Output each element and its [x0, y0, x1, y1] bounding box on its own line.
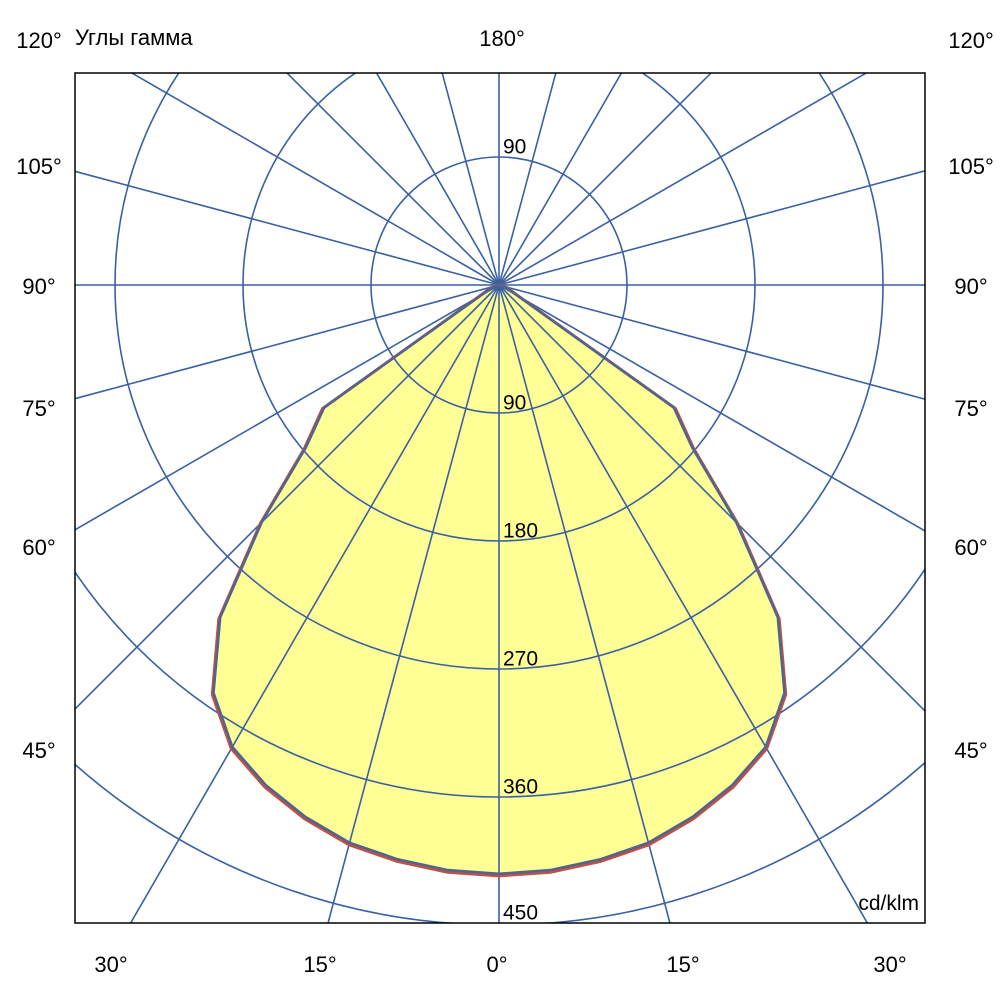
gamma-angle-label-top: 180°	[479, 26, 525, 51]
gamma-angle-label-left: 45°	[22, 738, 55, 763]
gamma-angle-label-bottom: 30°	[94, 952, 127, 977]
plot-border	[74, 72, 926, 924]
gamma-ray-line	[498, 284, 925, 713]
radial-tick-label: 450	[503, 902, 538, 925]
gamma-ray-line	[498, 73, 713, 286]
gamma-angle-label-bottom: 0°	[486, 952, 507, 977]
gamma-ray-line	[75, 284, 500, 711]
gamma-angle-label-right: 60°	[954, 535, 987, 560]
gamma-angle-label-right: 105°	[948, 154, 994, 179]
radial-tick-label: 360	[503, 775, 538, 798]
gamma-ray-line	[498, 73, 868, 286]
gamma-ray-line	[498, 284, 869, 923]
gamma-ray-line	[498, 73, 623, 286]
radial-tick-label: 180	[503, 519, 538, 542]
gamma-angle-label-left: 60°	[22, 535, 55, 560]
radial-tick-label: 90	[503, 136, 526, 159]
gamma-angle-label-left: 120°	[16, 28, 62, 53]
gamma-angle-label-right: 45°	[954, 738, 987, 763]
gamma-ray-line	[498, 284, 925, 532]
gamma-ray-line	[75, 170, 500, 286]
gamma-ray-line	[75, 284, 500, 400]
gamma-ray-line	[498, 284, 671, 923]
gamma-angle-label-bottom: 15°	[303, 952, 336, 977]
radial-tick-label: 90	[503, 391, 526, 414]
gamma-angle-label-left: 90°	[22, 274, 55, 299]
gamma-ray-line	[285, 73, 500, 286]
unit-label: cd/klm	[858, 892, 919, 915]
gamma-angle-label-left: 75°	[22, 396, 55, 421]
gamma-angle-label-bottom: 15°	[666, 952, 699, 977]
gamma-ray-line	[327, 284, 500, 923]
gamma-ray-line	[129, 284, 500, 923]
gamma-ray-line	[498, 73, 557, 286]
gamma-angle-label-right: 120°	[948, 28, 994, 53]
gamma-ray-line	[130, 73, 500, 286]
gamma-ray-line	[75, 284, 500, 531]
gamma-angle-label-left: 105°	[16, 154, 62, 179]
gamma-angle-label-right: 90°	[954, 274, 987, 299]
radial-tick-label: 270	[503, 647, 538, 670]
photometric-curve-c0-c180	[212, 283, 786, 876]
gamma-ray-line	[498, 170, 925, 286]
gamma-ray-line	[441, 73, 500, 286]
chart-title: Углы гамма	[75, 25, 193, 50]
gamma-ray-line	[498, 284, 925, 400]
gamma-angle-label-right: 75°	[954, 396, 987, 421]
gamma-angle-label-bottom: 30°	[873, 952, 906, 977]
gamma-ray-line	[375, 73, 500, 286]
